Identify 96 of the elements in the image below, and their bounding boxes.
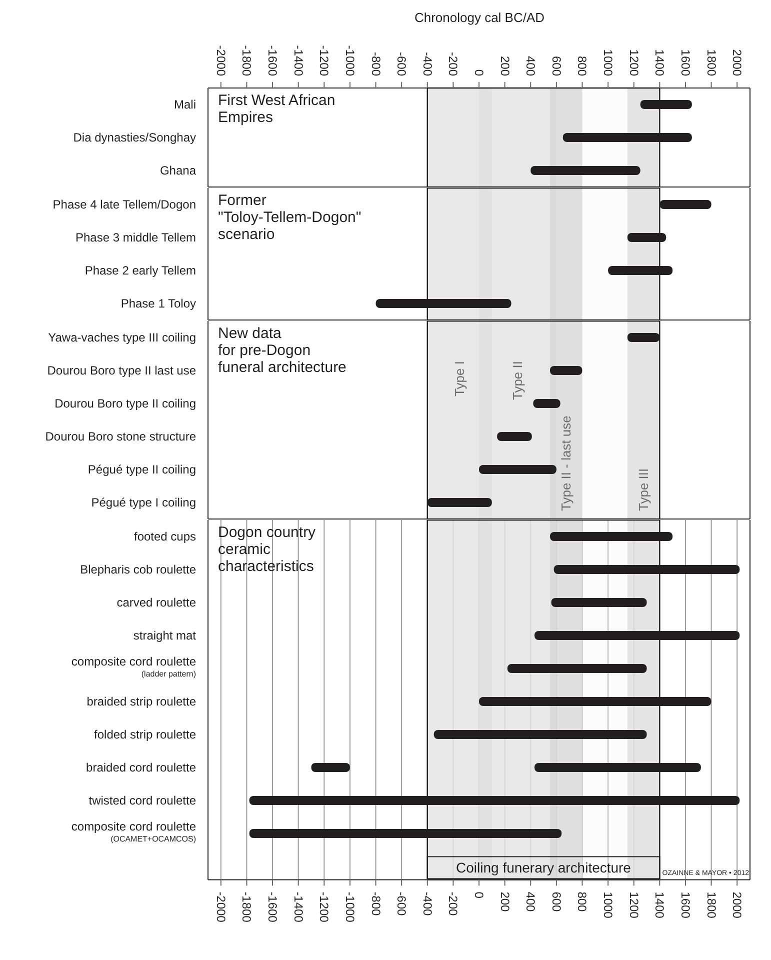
band-label: Type II: [510, 361, 526, 400]
x-tick-label: -2000: [214, 892, 228, 923]
y-tick-label: Dourou Boro stone structure: [45, 430, 196, 444]
x2-tick-label: -2000: [214, 45, 228, 76]
y-tick-label: Pégué type I coiling: [91, 496, 196, 510]
bar: [249, 796, 740, 805]
x2-tick-label: -1800: [240, 45, 254, 76]
x2-tick-label: -600: [394, 52, 409, 76]
x-tick-label: -800: [368, 892, 383, 916]
bar: [554, 565, 740, 574]
bar: [627, 233, 666, 242]
x-tick-label: 600: [549, 892, 564, 912]
x-tick-label: -1400: [291, 892, 306, 923]
y-tick-label: folded strip roulette: [94, 727, 196, 742]
x2-tick-label: -400: [420, 52, 434, 76]
bar: [608, 266, 673, 275]
y-tick-label: composite cord roulette (ladder pattern): [71, 654, 196, 678]
x2-tick-label: 400: [524, 56, 538, 76]
x-tick-label: -1800: [240, 892, 254, 923]
x2-tick-label: -1000: [342, 45, 357, 76]
x2-tick-label: 1400: [652, 49, 667, 76]
x-tick-label: 1800: [704, 892, 718, 919]
bar: [534, 762, 701, 772]
y-tick-label: Phase 2 early Tellem: [84, 264, 196, 278]
bar: [660, 200, 712, 209]
y-tick-label: Blepharis cob roulette: [80, 562, 196, 576]
bar: [550, 532, 673, 541]
bar: [427, 498, 492, 507]
y-tick-label: Pégué type II coiling: [88, 462, 196, 476]
annotation: Dogon country ceramic characteristics: [218, 524, 316, 575]
x-tick-label: -200: [446, 892, 460, 916]
y-tick-label: braided cord roulette: [86, 760, 196, 774]
y-tick-label: footed cups: [134, 530, 196, 544]
x-tick-label: -1000: [342, 892, 357, 923]
y-tick-label: Dia dynasties/Songhay: [73, 130, 196, 144]
bar: [550, 366, 582, 375]
y-tick-label: straight mat: [133, 628, 197, 642]
bar: [551, 598, 647, 607]
x2-tick-label: -200: [446, 52, 460, 76]
x-tick-label: -1200: [317, 892, 332, 923]
y-tick-label: Dourou Boro type II last use: [47, 364, 196, 378]
annotation: First West African Empires: [218, 92, 336, 126]
band-label: Coiling funerary architecture: [456, 860, 632, 876]
bar: [507, 664, 647, 673]
x-tick-label: 2000: [730, 892, 744, 919]
bar: [434, 730, 647, 739]
bar: [478, 696, 712, 706]
bar: [627, 333, 660, 342]
x2-tick-label: 200: [498, 56, 512, 76]
y-tick-label: Phase 4 late Tellem/Dogon: [52, 198, 196, 212]
x-tick-label: 1600: [678, 892, 692, 919]
y-tick-label: carved roulette: [116, 595, 196, 610]
x-tick-label: -400: [420, 892, 434, 916]
bar: [497, 432, 532, 441]
y-tick-label: Yawa-vaches type III coiling: [48, 330, 196, 344]
x-tick-label: 1200: [626, 892, 641, 919]
x-tick-label: 800: [575, 892, 590, 912]
x-tick-label: 200: [498, 892, 512, 912]
x2-tick-label: 1000: [601, 49, 616, 76]
bar: [249, 828, 562, 838]
x2-tick-label: 600: [549, 56, 564, 76]
bar: [376, 299, 512, 308]
x2-tick-label: -1400: [291, 45, 306, 76]
y-tick-label: braided strip roulette: [86, 694, 196, 708]
bar: [534, 630, 740, 640]
band-label: Type II - last use: [558, 416, 574, 511]
x-tick-label: 1400: [652, 892, 667, 919]
x2-tick-label: 2000: [730, 49, 744, 76]
bar: [311, 762, 350, 772]
y-tick-label: Mali: [174, 98, 196, 112]
x-tick-label: 0: [472, 892, 486, 899]
x2-tick-label: 1200: [626, 49, 641, 76]
x-tick-label: 1000: [601, 892, 616, 919]
y-tick-label: Dourou Boro type II coiling: [54, 396, 196, 410]
band-label: Type I: [452, 361, 468, 396]
x2-tick-label: 800: [575, 56, 590, 76]
y-tick-label: Phase 1 Toloy: [120, 296, 196, 310]
x2-tick-label: -800: [368, 52, 383, 76]
x2-axis-title: Chronology cal BC/AD: [413, 10, 546, 25]
x2-tick-label: 1800: [704, 49, 718, 76]
y-tick-label: composite cord roulette (OCAMET+OCAMCOS): [71, 819, 196, 844]
band-label: Type III: [636, 468, 652, 511]
y-tick-label: Phase 3 middle Tellem: [75, 230, 196, 244]
x2-tick-label: -1600: [266, 45, 280, 76]
bar: [479, 465, 556, 474]
y-tick-label: Ghana: [160, 164, 196, 178]
x-tick-label: 400: [524, 892, 538, 912]
x2-tick-label: -1200: [317, 45, 332, 76]
annotation: Former "Toloy-Tellem-Dogon" scenario: [218, 192, 362, 243]
x2-tick-label: 0: [472, 69, 486, 76]
bar: [533, 399, 560, 408]
x2-tick-label: 1600: [678, 49, 692, 76]
x-tick-label: -1600: [266, 892, 280, 923]
x-tick-label: -600: [394, 892, 409, 916]
annotation: New data for pre-Dogon funeral architecture: [218, 325, 346, 376]
y-tick-label: twisted cord roulette: [88, 793, 196, 808]
